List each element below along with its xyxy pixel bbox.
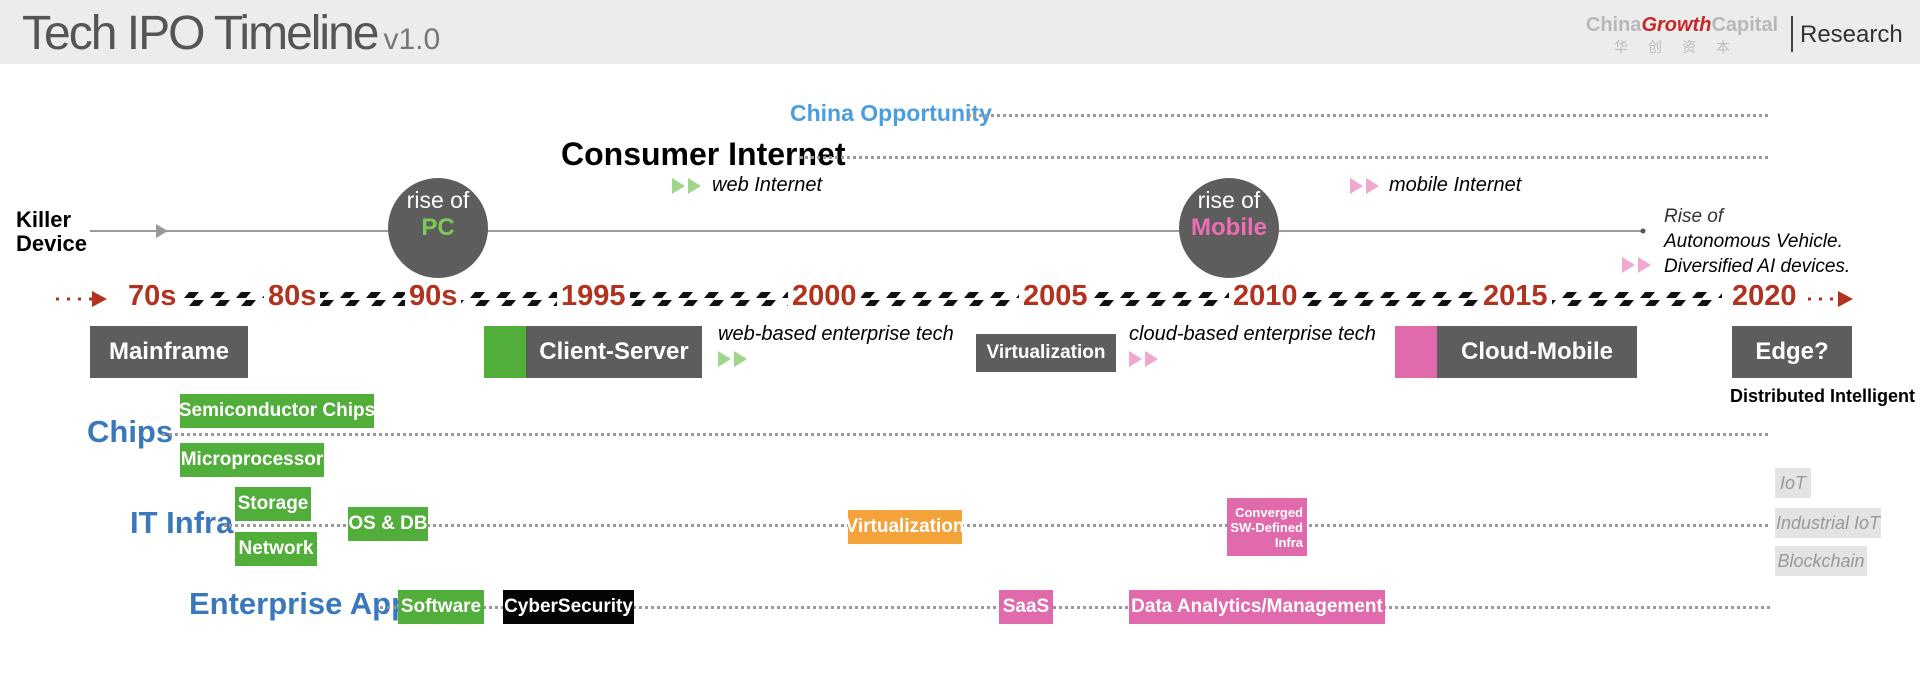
year-label: 70s <box>124 280 181 313</box>
killer-device-line <box>90 224 1646 238</box>
china-opportunity-label: China Opportunity <box>790 100 992 126</box>
chips-category-label: Chips <box>87 414 174 449</box>
enterprise-app-category-label: Enterprise App <box>189 586 411 621</box>
era-cloud-mobile: Cloud-Mobile <box>1437 326 1637 378</box>
it-infra-track <box>224 524 1768 527</box>
era-cloud-mobile-accent <box>1395 326 1437 378</box>
future-devices-note: Rise of Autonomous Vehicle. Diversified … <box>1664 206 1851 277</box>
company-logo: ChinaGrowthCapital 华创资本 <box>1585 14 1779 55</box>
logo-divider <box>1791 16 1793 52</box>
header-bar: Tech IPO Timeline v1.0 ChinaGrowthCapital… <box>0 0 1920 64</box>
mobile-internet-arrows-icon <box>1350 178 1379 194</box>
year-label: 2000 <box>788 280 861 313</box>
year-label: 2010 <box>1229 280 1302 313</box>
semiconductor-chips-box: Semiconductor Chips <box>179 394 375 428</box>
mobile-internet-label: mobile Internet <box>1389 174 1522 196</box>
chips-track <box>162 433 1768 436</box>
network-box: Network <box>235 532 317 566</box>
era-mainframe: Mainframe <box>90 326 248 378</box>
killer-device-label: Killer Device <box>16 207 87 256</box>
data-analytics-box: Data Analytics/Management <box>1129 590 1385 624</box>
saas-box: SaaS <box>999 590 1053 624</box>
era-client-server-accent <box>484 326 526 378</box>
cybersecurity-box: CyberSecurity <box>503 590 634 624</box>
industrial-iot-box: Industrial IoT <box>1775 508 1881 538</box>
web-enterprise-label: web-based enterprise tech <box>718 323 954 345</box>
web-enterprise-arrows-icon <box>718 351 747 367</box>
year-label: 90s <box>405 280 462 313</box>
infra-virtualization-box: Virtualization <box>846 510 964 544</box>
year-label: 1995 <box>557 280 630 313</box>
version-label: v1.0 <box>383 23 441 56</box>
microprocessor-box: Microprocessor <box>180 443 324 477</box>
china-opportunity-track <box>968 114 1768 117</box>
software-box: Software <box>398 590 484 624</box>
storage-box: Storage <box>235 487 311 521</box>
web-internet-label: web Internet <box>712 174 823 196</box>
year-label: 2005 <box>1019 280 1092 313</box>
consumer-internet-track <box>800 156 1768 159</box>
blockchain-box: Blockchain <box>1775 546 1867 576</box>
os-db-box: OS & DB <box>348 507 428 541</box>
year-label: 2015 <box>1479 280 1552 313</box>
enterprise-app-track <box>380 606 1770 609</box>
rise-of-pc-circle: rise of PC <box>388 178 488 278</box>
rise-of-mobile-circle: rise of Mobile <box>1179 178 1279 278</box>
cloud-enterprise-arrows-icon <box>1129 351 1158 367</box>
converged-infra-box: Converged SW-Defined Infra <box>1227 498 1307 556</box>
it-infra-category-label: IT Infra <box>130 505 234 540</box>
page-title: Tech IPO Timeline v1.0 <box>22 7 441 60</box>
future-arrows-icon <box>1622 257 1651 273</box>
cloud-enterprise-label: cloud-based enterprise tech <box>1129 323 1376 345</box>
era-virtualization: Virtualization <box>976 334 1116 372</box>
consumer-internet-label: Consumer Internet <box>561 136 846 172</box>
year-label: 2020 <box>1728 280 1801 313</box>
logo-chinese-text: 华创资本 <box>1614 39 1750 55</box>
era-client-server: Client-Server <box>526 326 702 378</box>
iot-box: IoT <box>1775 468 1811 498</box>
year-label: 80s <box>264 280 321 313</box>
era-edge: Edge? <box>1732 326 1852 378</box>
distributed-intelligent-label: Distributed Intelligent <box>1730 386 1916 406</box>
research-label: Research <box>1800 21 1903 48</box>
web-internet-arrows-icon <box>672 178 701 194</box>
